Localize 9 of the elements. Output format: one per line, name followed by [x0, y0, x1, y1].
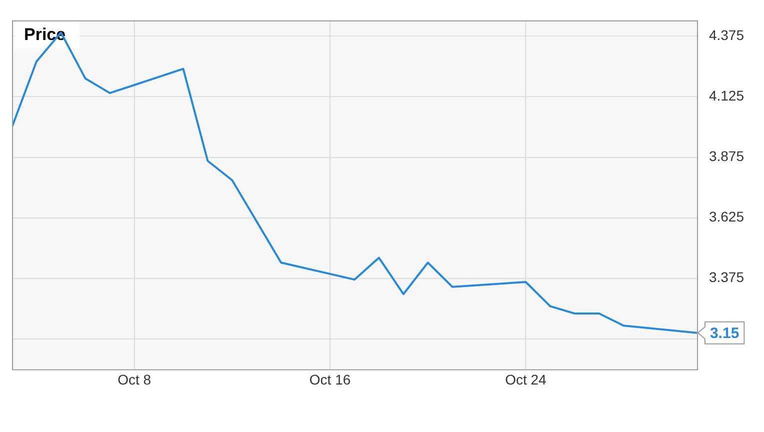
y-tick-label: 3.875 [708, 148, 744, 164]
annotation: 3.15 [710, 325, 740, 342]
y-tick-label: 4.125 [708, 88, 744, 104]
y-tick-label: 3.375 [708, 269, 744, 286]
x-tick-label: Oct 24 [505, 371, 547, 388]
x-tick-label: Oct 16 [309, 371, 351, 388]
x-tick-label: Oct 8 [118, 371, 152, 388]
y-tick-label: 3.625 [708, 208, 744, 225]
y-tick-label: 4.375 [708, 27, 744, 44]
